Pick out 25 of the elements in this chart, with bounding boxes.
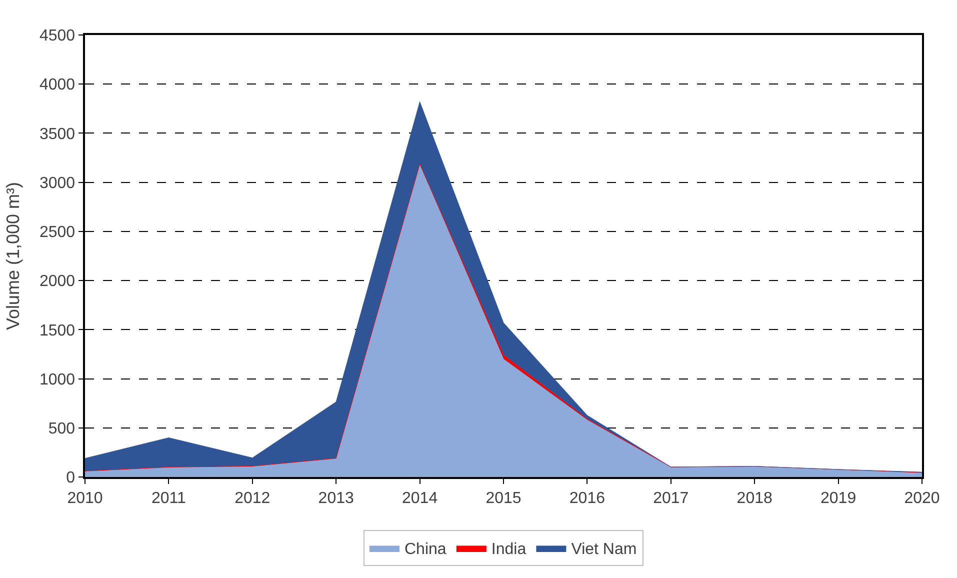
x-tick-label: 2013 <box>318 490 354 507</box>
y-tick-label: 3000 <box>39 174 76 192</box>
x-tick-label: 2012 <box>234 490 270 507</box>
y-tick-label: 1500 <box>39 322 76 340</box>
y-tick-label: 500 <box>48 420 76 438</box>
x-tick-label: 2016 <box>569 490 606 507</box>
y-tick-label: 2000 <box>39 273 76 290</box>
x-tick-label: 2017 <box>653 490 689 507</box>
x-tick-label: 2010 <box>67 490 103 507</box>
y-tick-label: 3500 <box>39 126 76 143</box>
y-tick-label: 1000 <box>39 371 76 388</box>
x-tick-label: 2019 <box>820 490 856 507</box>
legend-label: India <box>491 541 526 558</box>
y-axis-title: Volume (1,000 m³) <box>3 182 24 330</box>
x-tick-label: 2014 <box>402 490 438 507</box>
x-tick-label: 2020 <box>904 490 940 507</box>
x-tick-label: 2018 <box>736 490 772 507</box>
legend-label: China <box>404 541 446 558</box>
x-tick-label: 2015 <box>486 490 522 507</box>
legend-label: Viet Nam <box>571 541 637 558</box>
y-tick-label: 0 <box>66 470 76 487</box>
y-tick-label: 4000 <box>39 76 76 94</box>
y-tick-label: 2500 <box>39 224 76 242</box>
y-tick-label: 4500 <box>39 28 76 45</box>
x-tick-label: 2011 <box>151 490 186 507</box>
